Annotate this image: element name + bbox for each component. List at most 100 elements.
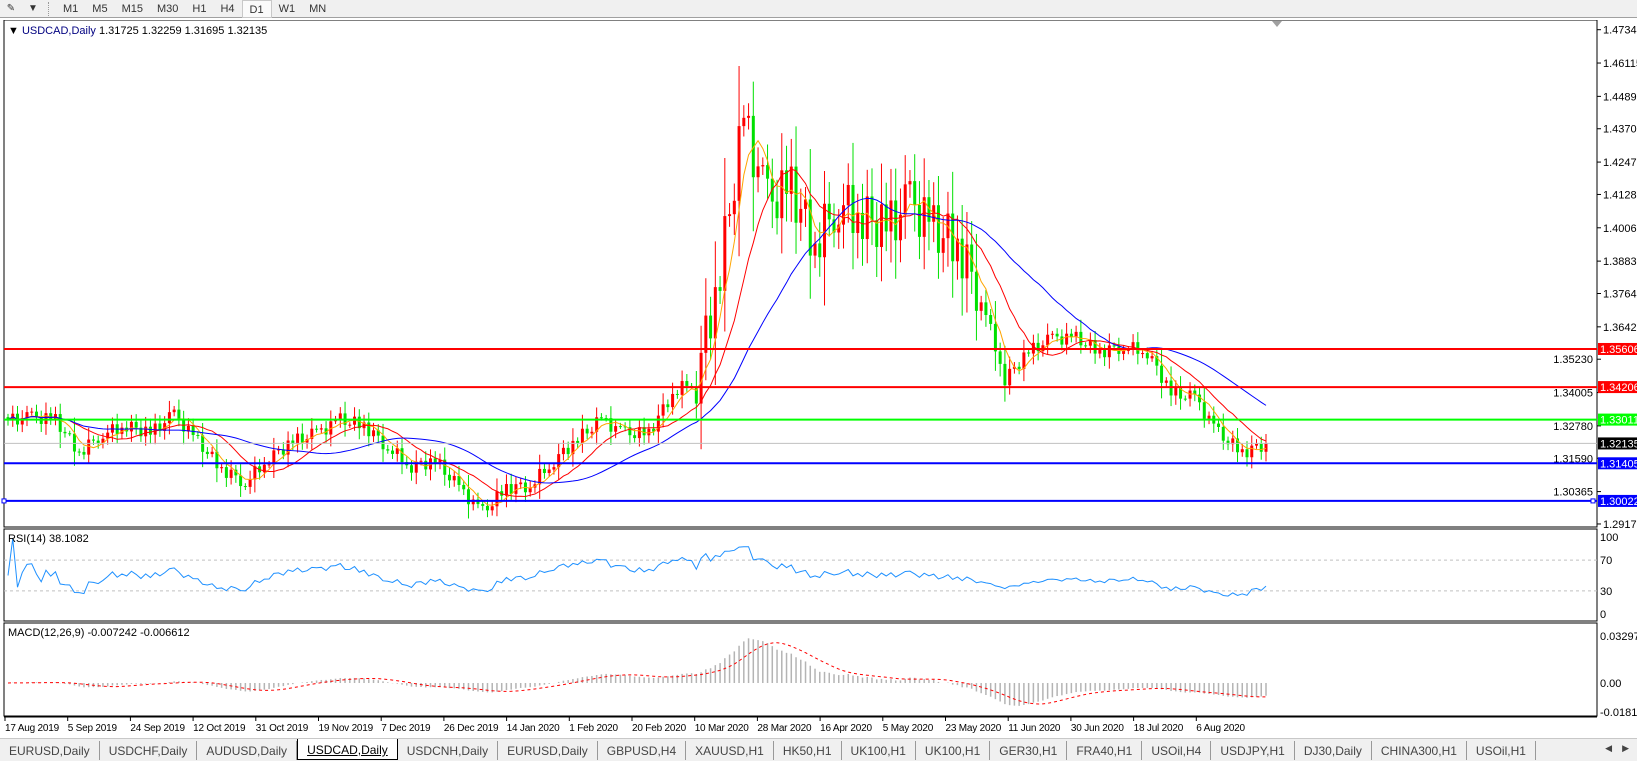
candle [1131,334,1135,356]
price-chart[interactable]: 1.47340 1.46115 1.44890 1.43700 1.42475 1.412… [0,20,1637,737]
candle [946,191,950,267]
candle [998,342,1002,377]
candle [870,168,874,246]
candle [191,418,195,442]
candle [856,193,860,259]
ohlc-values: 1.31725 1.32259 1.31695 1.32135 [98,25,268,37]
candle-body [732,200,736,215]
timeframe-w1[interactable]: W1 [278,2,296,15]
candle [452,470,456,487]
candle [1088,332,1092,354]
tab-usdcnh-daily[interactable]: USDCNH,Daily [398,741,499,760]
price-label-box [1598,437,1637,450]
candle-body [177,409,181,419]
price-label: 1.33011 [1600,415,1637,427]
candle-body [224,467,228,478]
candle [974,233,978,341]
candle [485,499,489,518]
timeframe-m5[interactable]: M5 [92,2,108,15]
candle-body [291,440,295,444]
candle [177,399,181,427]
candle-body [1217,423,1221,427]
tab-hk50-h1[interactable]: HK50,H1 [774,741,842,760]
candle-body [1027,352,1031,354]
candle [756,147,760,193]
candle [637,420,641,447]
time-tick-label: 17 Aug 2019 [5,723,60,734]
timeframe-h4[interactable]: H4 [220,2,235,15]
tab-china300-h1[interactable]: CHINA300,H1 [1372,741,1467,760]
candle [77,448,81,457]
rsi-label: RSI(14) 38.1082 [8,533,89,545]
tab-eurusd-daily[interactable]: EURUSD,Daily [498,741,598,760]
tab-uk100-h1[interactable]: UK100,H1 [916,741,991,760]
candle-body [865,196,869,240]
tab-usdjpy-h1[interactable]: USDJPY,H1 [1211,741,1295,760]
candle [813,231,817,269]
tab-usoil-h1[interactable]: USOil,H1 [1467,741,1536,760]
timeframe-m1[interactable]: M1 [63,2,79,15]
candle [481,500,485,511]
candle-body [1221,426,1225,441]
timeframe-m30[interactable]: M30 [156,2,179,15]
tab-uk100-h1[interactable]: UK100,H1 [842,741,916,760]
candle-body [424,460,428,470]
candle [72,417,76,466]
candle-body [391,450,395,454]
tab-audusd-daily[interactable]: AUDUSD,Daily [197,741,298,760]
candle [319,424,323,434]
time-tick-label: 24 Sep 2019 [130,723,185,734]
price-tick-label: 1.38835 [1603,256,1637,268]
tab-xauusd-h1[interactable]: XAUUSD,H1 [686,741,774,760]
timeframe-d1[interactable]: D1 [241,0,272,18]
candle-body [756,166,760,178]
scroll-right-icon[interactable]: ▶ [1622,743,1629,753]
tab-eurusd-daily[interactable]: EURUSD,Daily [0,741,100,760]
tab-gbpusd-h4[interactable]: GBPUSD,H4 [598,741,687,760]
candle-body [210,451,214,455]
tab-usdcad-daily[interactable]: USDCAD,Daily [297,739,398,760]
price-tick-label: 1.43700 [1603,124,1637,136]
caret-down-icon[interactable]: ▼ [28,3,38,14]
candle-body [196,434,200,436]
candle-body [1231,438,1235,445]
timeframe-mn[interactable]: MN [309,2,327,15]
candle [186,418,190,439]
timeframe-h1[interactable]: H1 [192,2,207,15]
candle-body [571,440,575,455]
caret-down-icon[interactable]: ▼ [8,25,19,37]
candle [386,444,390,454]
candle [1060,329,1064,351]
price-label-box [1598,413,1637,426]
candle-body [879,204,883,247]
candle [519,477,523,490]
scroll-left-icon[interactable]: ◀ [1605,743,1613,753]
candle-body [72,433,76,452]
candle [1155,349,1159,376]
time-tick-label: 10 Mar 2020 [695,723,750,734]
candle [1264,433,1268,462]
candle [20,410,24,433]
candle [167,400,171,435]
timeframe-m15[interactable]: M15 [121,2,143,15]
candle [865,169,869,264]
candle-body [1226,440,1230,445]
candle [1093,331,1097,364]
candle-body [1264,443,1268,452]
candle [25,405,29,427]
candle-body [205,451,209,455]
candle-body [898,214,902,241]
candle [851,142,855,270]
tab-usoil-h4[interactable]: USOil,H4 [1142,741,1212,760]
candle [148,418,152,445]
tab-fra40-h1[interactable]: FRA40,H1 [1067,741,1143,760]
candle [1036,333,1040,361]
candle-body [685,381,689,386]
tab-usdchf-daily[interactable]: USDCHF,Daily [100,741,198,760]
tab-ger30-h1[interactable]: GER30,H1 [990,741,1068,760]
candle [286,431,290,468]
line-tool-icon[interactable]: ✎ [6,3,16,14]
tab-dj30-daily[interactable]: DJ30,Daily [1295,741,1372,760]
candle [927,180,931,251]
price-label: 1.35606 [1600,344,1637,356]
